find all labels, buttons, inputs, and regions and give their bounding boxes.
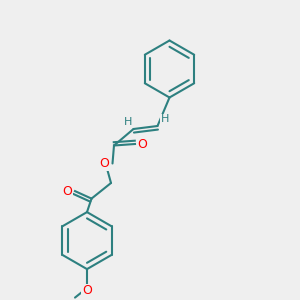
Text: O: O: [138, 137, 147, 151]
Text: H: H: [161, 114, 169, 124]
Text: H: H: [124, 117, 132, 128]
Text: O: O: [99, 157, 109, 170]
Text: O: O: [82, 284, 92, 297]
Text: O: O: [63, 184, 72, 198]
